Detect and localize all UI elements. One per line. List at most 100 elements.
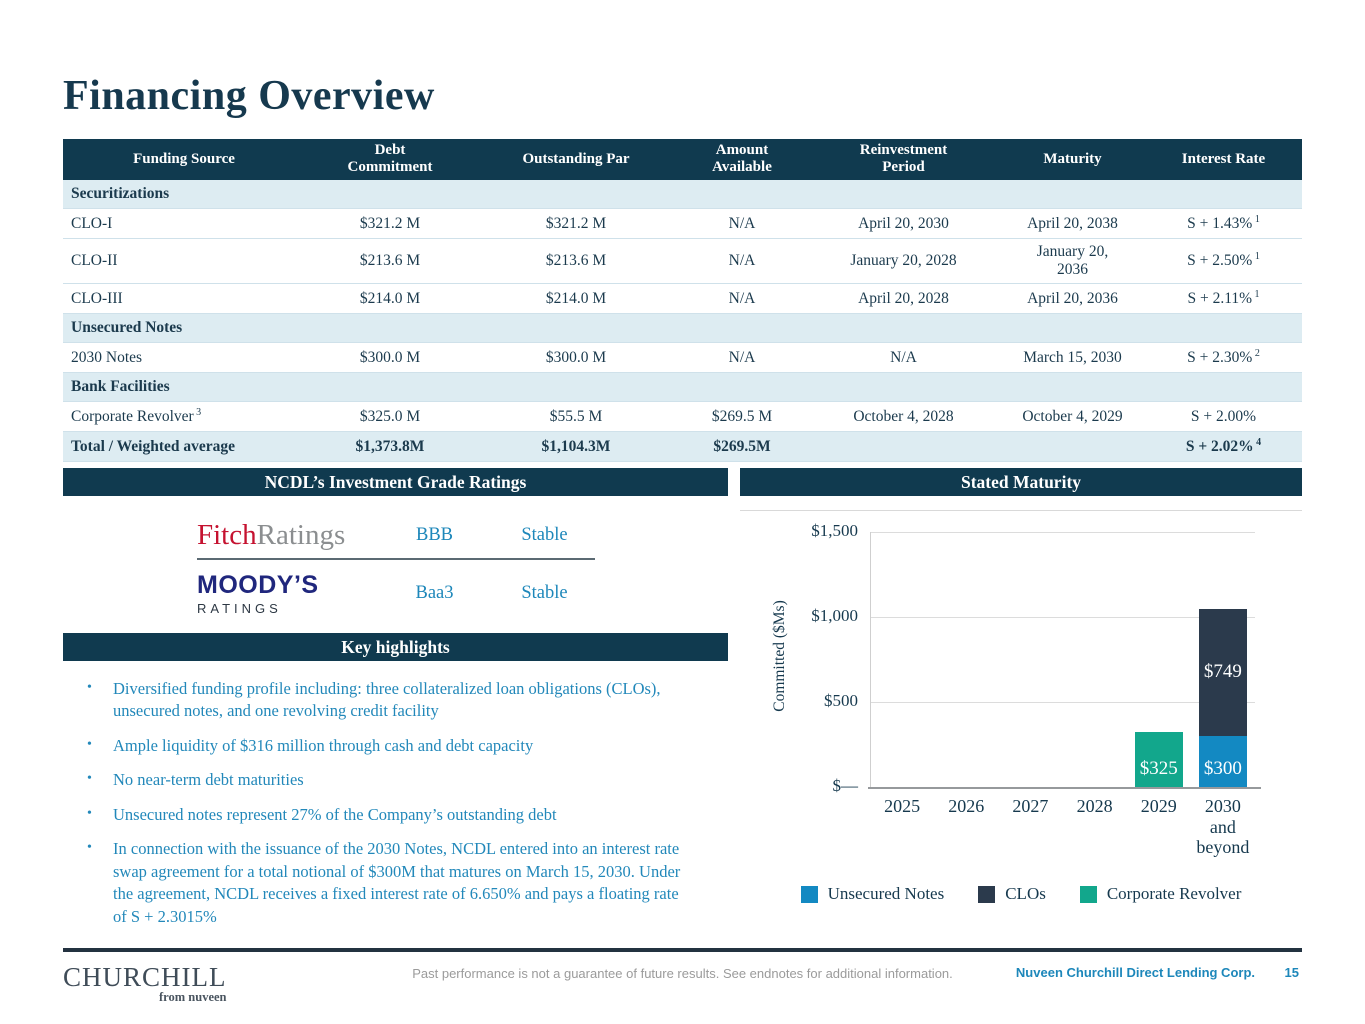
stated-maturity-chart: Committed ($Ms) $1,500 $1,000 $500 $— 2025 20… (740, 510, 1302, 980)
table-row: CLO-II $213.6 M $213.6 M N/A January 20, 202… (63, 238, 1302, 284)
bar-segment: $749 (1198, 609, 1247, 736)
x-axis-line (868, 787, 1261, 789)
highlight-bullet: • Diversified funding profile including: … (63, 678, 728, 723)
gridline (870, 532, 1255, 533)
table-cell: January 20, 2036 (1000, 238, 1145, 284)
moodys-rating-value: Baa3 (415, 582, 454, 603)
bullet-icon: • (87, 736, 92, 752)
table-row: Bank Facilities (63, 372, 1302, 402)
bullet-text: In connection with the issuance of the 2… (113, 839, 681, 926)
legend-swatch-icon (978, 885, 996, 903)
bullet-text: Diversified funding profile including: t… (113, 679, 661, 721)
table-cell: $321.2 M (305, 208, 475, 239)
highlight-bullet: • In connection with the issuance of the … (63, 838, 728, 928)
table-cell: $214.0 M (305, 283, 475, 314)
section-header-cell: Bank Facilities (63, 372, 1302, 402)
table-cell: $213.6 M (305, 238, 475, 284)
x-tick-label: 2030 and beyond (1196, 796, 1250, 858)
table-cell: Corporate Revolver 3 (63, 401, 305, 432)
bullet-icon: • (87, 840, 92, 856)
legend-label: Unsecured Notes (827, 884, 945, 903)
legend-swatch-icon (800, 885, 818, 903)
table-row: 2030 Notes $300.0 M $300.0 M N/A N/A March 15… (63, 342, 1302, 373)
column-header: Outstanding Par (475, 139, 677, 180)
moodys-rating-row: MOODY’S RATINGS Baa3 Stable (63, 560, 728, 626)
ratings-body: FitchRatings BBB Stable MOODY’S RATINGS … (63, 496, 728, 633)
bullet-text: No near-term debt maturities (113, 770, 304, 790)
table-cell: N/A (677, 208, 807, 239)
highlight-bullet: • Ample liquidity of $316 million through… (63, 735, 728, 757)
bullet-text: Unsecured notes represent 27% of the Com… (113, 804, 557, 824)
table-cell: $213.6 M (475, 238, 677, 284)
table-cell: $300.0 M (305, 342, 475, 373)
chart-legend: Unsecured Notes CLOs Corporate Revolver (740, 884, 1302, 904)
table-cell: S + 2.02% 4 (1145, 431, 1302, 462)
column-header: Reinvestment Period (807, 139, 1000, 180)
table-cell: January 20, 2028 (807, 238, 1000, 284)
bar-value-label: $749 (1203, 660, 1242, 682)
company-name: Nuveen Churchill Direct Lending Corp. (1015, 965, 1255, 980)
x-tick-label: 2029 (1140, 796, 1177, 816)
y-tick-label: $1,500 (811, 521, 858, 540)
table-cell: $1,104.3M (475, 431, 677, 462)
page-title: Financing Overview (63, 73, 435, 119)
table-cell: S + 2.11% 1 (1145, 283, 1302, 314)
table-cell: October 4, 2028 (807, 401, 1000, 432)
bar-value-label: $325 (1139, 758, 1178, 779)
table-cell: CLO-II (63, 238, 305, 284)
fitch-rating-value: BBB (415, 524, 454, 545)
table-cell: S + 1.43% 1 (1145, 208, 1302, 239)
table-cell: April 20, 2038 (1000, 208, 1145, 239)
gridline (870, 617, 1255, 618)
y-axis-label: Committed ($Ms) (771, 600, 788, 712)
legend-label: Corporate Revolver (1106, 884, 1242, 903)
table-row: CLO-III $214.0 M $214.0 M N/A April 20, 2028… (63, 283, 1302, 314)
moodys-outlook-value: Stable (521, 582, 568, 603)
table-cell: S + 2.50% 1 (1145, 238, 1302, 284)
churchill-logo: CHURCHILL from nuveen (63, 962, 227, 1004)
ratings-panel-header: NCDL’s Investment Grade Ratings (63, 468, 728, 496)
column-header: Interest Rate (1145, 139, 1302, 180)
key-highlights-header: Key highlights (63, 633, 728, 661)
column-header: Debt Commitment (305, 139, 475, 180)
legend-item: Unsecured Notes (800, 884, 945, 904)
page-number: 15 (1284, 965, 1299, 980)
left-column: NCDL’s Investment Grade Ratings FitchRat… (63, 468, 728, 940)
table-cell: $321.2 M (475, 208, 677, 239)
ratings-divider (197, 558, 595, 560)
bullet-text: Ample liquidity of $316 million through … (113, 735, 534, 755)
table-cell: S + 2.30% 2 (1145, 342, 1302, 373)
highlight-bullet: • Unsecured notes represent 27% of the Co… (63, 804, 728, 826)
moodys-ratings-logo: MOODY’S RATINGS (197, 570, 319, 616)
table-row: Securitizations (63, 179, 1302, 209)
table-row: Total / Weighted average $1,373.8M $1,104.… (63, 431, 1302, 462)
table-row: CLO-I $321.2 M $321.2 M N/A April 20, 2030 Ap… (63, 208, 1302, 239)
table-cell: March 15, 2030 (1000, 342, 1145, 373)
table-cell: April 20, 2036 (1000, 283, 1145, 314)
bullet-icon: • (87, 771, 92, 787)
table-cell: $269.5M (677, 431, 807, 462)
fitch-outlook-value: Stable (521, 524, 568, 545)
gridline (870, 702, 1255, 703)
legend-item: Corporate Revolver (1079, 884, 1242, 904)
table-cell: Total / Weighted average (63, 431, 305, 462)
fitch-ratings-logo: FitchRatings (197, 518, 346, 551)
table-cell: $300.0 M (475, 342, 677, 373)
table-cell: $325.0 M (305, 401, 475, 432)
table-cell (807, 431, 1000, 462)
x-tick-label: 2027 (1012, 796, 1049, 816)
column-header: Maturity (1000, 139, 1145, 180)
table-cell: $1,373.8M (305, 431, 475, 462)
table-cell: N/A (677, 342, 807, 373)
highlight-bullet: • No near-term debt maturities (63, 769, 728, 791)
bar-segment: $300 (1198, 736, 1247, 787)
legend-item: CLOs (978, 884, 1046, 904)
x-tick-label: 2025 (884, 796, 921, 816)
table-cell: $214.0 M (475, 283, 677, 314)
table-cell: $55.5 M (475, 401, 677, 432)
table-cell: CLO-I (63, 208, 305, 239)
x-tick-label: 2026 (948, 796, 985, 816)
stated-maturity-header: Stated Maturity (740, 468, 1302, 496)
column-header: Funding Source (63, 139, 305, 180)
